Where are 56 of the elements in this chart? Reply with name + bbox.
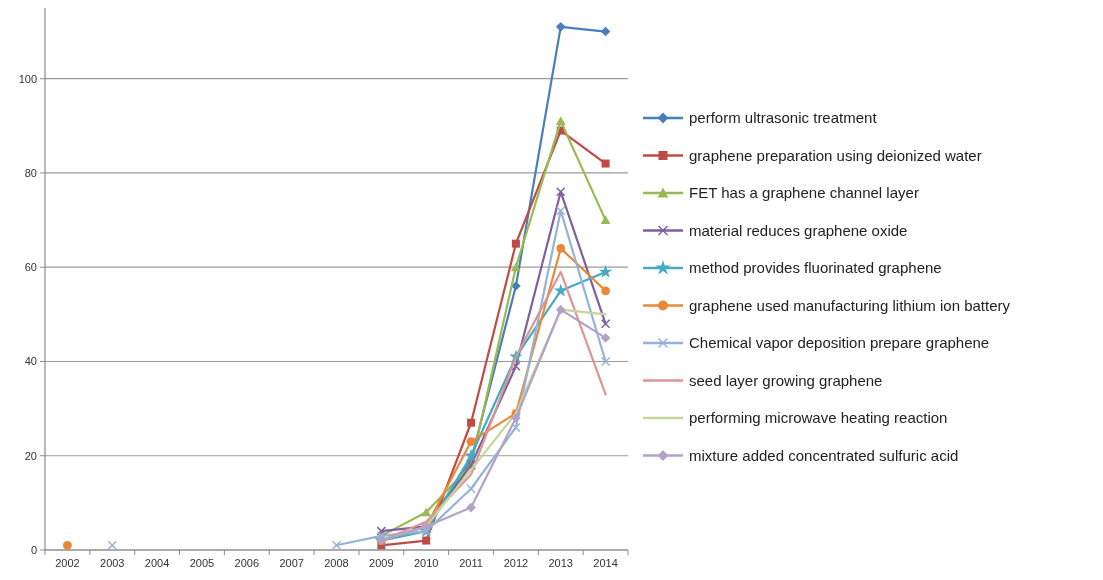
y-tick-label: 60 <box>24 261 37 274</box>
legend-label: seed layer growing graphene <box>689 371 883 389</box>
point <box>511 239 520 248</box>
legend-label: graphene preparation using deionized water <box>689 146 982 164</box>
y-tick-label: 20 <box>24 449 37 462</box>
point <box>600 356 611 367</box>
x-tick-label: 2007 <box>279 557 304 569</box>
x-tick-label: 2004 <box>144 557 170 569</box>
point <box>331 540 342 551</box>
x-tick-label: 2002 <box>55 557 80 569</box>
point <box>107 540 118 551</box>
legend-label: mixture added concentrated sulfuric acid <box>689 446 959 464</box>
point <box>600 319 611 329</box>
point <box>555 22 566 32</box>
legend-label: material reduces graphene oxide <box>689 221 908 239</box>
y-tick-label: 80 <box>24 166 37 179</box>
legend-label: perform ultrasonic treatment <box>689 109 878 127</box>
point <box>467 418 476 427</box>
x-tick-label: 2009 <box>369 557 394 569</box>
point <box>601 286 610 296</box>
x-tick-label: 2012 <box>503 557 529 569</box>
x-tick-label: 2003 <box>100 557 125 569</box>
point <box>511 422 521 433</box>
point <box>555 304 566 315</box>
x-tick-label: 2011 <box>459 557 483 569</box>
legend-label: Chemical vapor deposition prepare graphene <box>689 334 990 352</box>
point <box>555 205 566 216</box>
point <box>466 483 476 494</box>
point <box>600 333 611 343</box>
x-tick-label: 2010 <box>413 557 439 569</box>
point <box>421 507 431 517</box>
point <box>598 264 613 278</box>
legend-label: graphene used manufacturing lithium ion battery <box>689 296 1011 314</box>
legend-label: method provides fluorinated graphene <box>689 259 942 277</box>
point <box>422 536 431 545</box>
point <box>511 262 521 272</box>
point <box>63 540 72 550</box>
point <box>466 502 476 513</box>
point <box>556 243 566 253</box>
y-tick-label: 40 <box>24 355 37 368</box>
point <box>600 215 611 225</box>
x-tick-label: 2013 <box>548 557 573 569</box>
x-tick-label: 2014 <box>593 557 618 569</box>
x-tick-label: 2006 <box>234 557 260 569</box>
x-tick-label: 2008 <box>324 557 349 569</box>
point <box>555 187 566 197</box>
point <box>553 283 568 297</box>
y-tick-label: 100 <box>18 72 37 85</box>
point <box>601 159 610 168</box>
point <box>555 116 566 126</box>
point <box>464 448 478 462</box>
x-tick-label: 2005 <box>189 557 215 569</box>
legend-label: performing microwave heating reaction <box>689 409 948 427</box>
legend-label: FET has a graphene channel layer <box>689 184 919 202</box>
y-tick-label: 0 <box>30 543 37 556</box>
point <box>466 437 476 446</box>
